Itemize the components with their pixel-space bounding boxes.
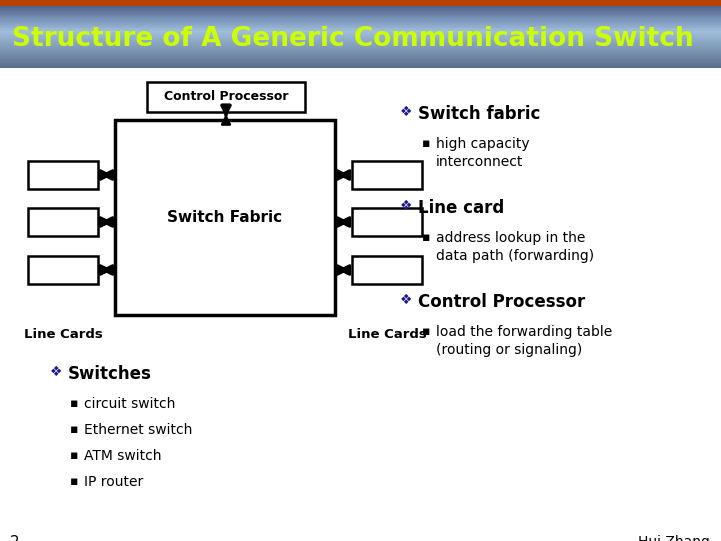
Text: Line Cards: Line Cards bbox=[24, 328, 102, 341]
Bar bbox=[0, 8, 721, 9]
Bar bbox=[0, 59, 721, 60]
Text: 2: 2 bbox=[10, 535, 19, 541]
Bar bbox=[0, 14, 721, 15]
Bar bbox=[0, 36, 721, 37]
Bar bbox=[0, 45, 721, 47]
Bar bbox=[0, 47, 721, 48]
Bar bbox=[0, 53, 721, 54]
Text: ATM switch: ATM switch bbox=[84, 449, 162, 463]
Bar bbox=[0, 64, 721, 65]
Bar bbox=[0, 0, 721, 6]
Bar bbox=[0, 26, 721, 27]
Bar bbox=[0, 60, 721, 61]
Text: Ethernet switch: Ethernet switch bbox=[84, 423, 193, 437]
Bar bbox=[0, 44, 721, 45]
Bar bbox=[0, 62, 721, 63]
Bar bbox=[0, 54, 721, 55]
Text: address lookup in the
data path (forwarding): address lookup in the data path (forward… bbox=[436, 231, 594, 263]
Text: load the forwarding table
(routing or signaling): load the forwarding table (routing or si… bbox=[436, 325, 612, 357]
Text: Control Processor: Control Processor bbox=[418, 293, 585, 311]
Bar bbox=[0, 11, 721, 12]
Text: ▪: ▪ bbox=[70, 475, 79, 488]
Text: IP router: IP router bbox=[84, 475, 143, 489]
Bar bbox=[0, 68, 721, 541]
Bar bbox=[0, 49, 721, 50]
Text: Line card: Line card bbox=[418, 199, 504, 217]
Bar bbox=[352, 161, 422, 189]
Bar bbox=[0, 19, 721, 20]
Bar bbox=[28, 161, 98, 189]
Bar bbox=[0, 57, 721, 58]
Text: circuit switch: circuit switch bbox=[84, 397, 175, 411]
Bar bbox=[0, 13, 721, 14]
Bar bbox=[28, 256, 98, 284]
Bar bbox=[0, 55, 721, 56]
Bar bbox=[0, 51, 721, 52]
Bar bbox=[147, 82, 305, 112]
Bar bbox=[0, 30, 721, 31]
Bar bbox=[0, 25, 721, 26]
Bar bbox=[0, 43, 721, 44]
Bar bbox=[0, 40, 721, 41]
Text: ❖: ❖ bbox=[50, 365, 63, 379]
Bar bbox=[0, 58, 721, 59]
Bar bbox=[0, 9, 721, 10]
Bar bbox=[0, 50, 721, 51]
Bar bbox=[0, 6, 721, 7]
Bar bbox=[0, 23, 721, 24]
Bar bbox=[0, 65, 721, 67]
Bar bbox=[0, 17, 721, 18]
Text: Line Cards: Line Cards bbox=[348, 328, 426, 341]
Bar bbox=[0, 28, 721, 29]
Bar bbox=[0, 22, 721, 23]
Bar bbox=[0, 27, 721, 28]
Bar bbox=[0, 37, 721, 38]
Bar bbox=[115, 120, 335, 315]
Text: Switches: Switches bbox=[68, 365, 152, 383]
Bar bbox=[0, 61, 721, 62]
Text: Control Processor: Control Processor bbox=[164, 90, 288, 103]
Bar bbox=[0, 12, 721, 13]
Text: Switch fabric: Switch fabric bbox=[418, 105, 540, 123]
Bar bbox=[0, 10, 721, 11]
Text: ❖: ❖ bbox=[400, 293, 412, 307]
Bar bbox=[0, 39, 721, 40]
Bar bbox=[0, 24, 721, 25]
Text: ▪: ▪ bbox=[422, 231, 430, 244]
Bar bbox=[0, 48, 721, 49]
Bar bbox=[0, 63, 721, 64]
Bar bbox=[0, 35, 721, 36]
Bar bbox=[0, 20, 721, 21]
Text: ❖: ❖ bbox=[400, 105, 412, 119]
Bar bbox=[0, 29, 721, 30]
Bar bbox=[352, 208, 422, 236]
Bar bbox=[0, 42, 721, 43]
Bar bbox=[0, 15, 721, 16]
Text: ▪: ▪ bbox=[422, 137, 430, 150]
Bar bbox=[352, 256, 422, 284]
Bar bbox=[0, 31, 721, 32]
Text: ▪: ▪ bbox=[70, 397, 79, 410]
Bar bbox=[0, 33, 721, 34]
Bar bbox=[0, 7, 721, 8]
Bar bbox=[0, 21, 721, 22]
Text: ▪: ▪ bbox=[70, 449, 79, 462]
Bar bbox=[0, 34, 721, 35]
Bar bbox=[28, 208, 98, 236]
Text: ▪: ▪ bbox=[70, 423, 79, 436]
Bar bbox=[0, 67, 721, 68]
Bar bbox=[0, 38, 721, 39]
Text: ❖: ❖ bbox=[400, 199, 412, 213]
Bar bbox=[0, 18, 721, 19]
Text: Structure of A Generic Communication Switch: Structure of A Generic Communication Swi… bbox=[12, 26, 694, 52]
Text: Switch Fabric: Switch Fabric bbox=[167, 210, 283, 225]
Bar bbox=[0, 52, 721, 53]
Bar bbox=[0, 41, 721, 42]
Bar bbox=[0, 32, 721, 33]
Text: high capacity
interconnect: high capacity interconnect bbox=[436, 137, 530, 169]
Text: ▪: ▪ bbox=[422, 325, 430, 338]
Bar bbox=[0, 56, 721, 57]
Text: Hui Zhang: Hui Zhang bbox=[638, 535, 710, 541]
Bar bbox=[0, 16, 721, 17]
